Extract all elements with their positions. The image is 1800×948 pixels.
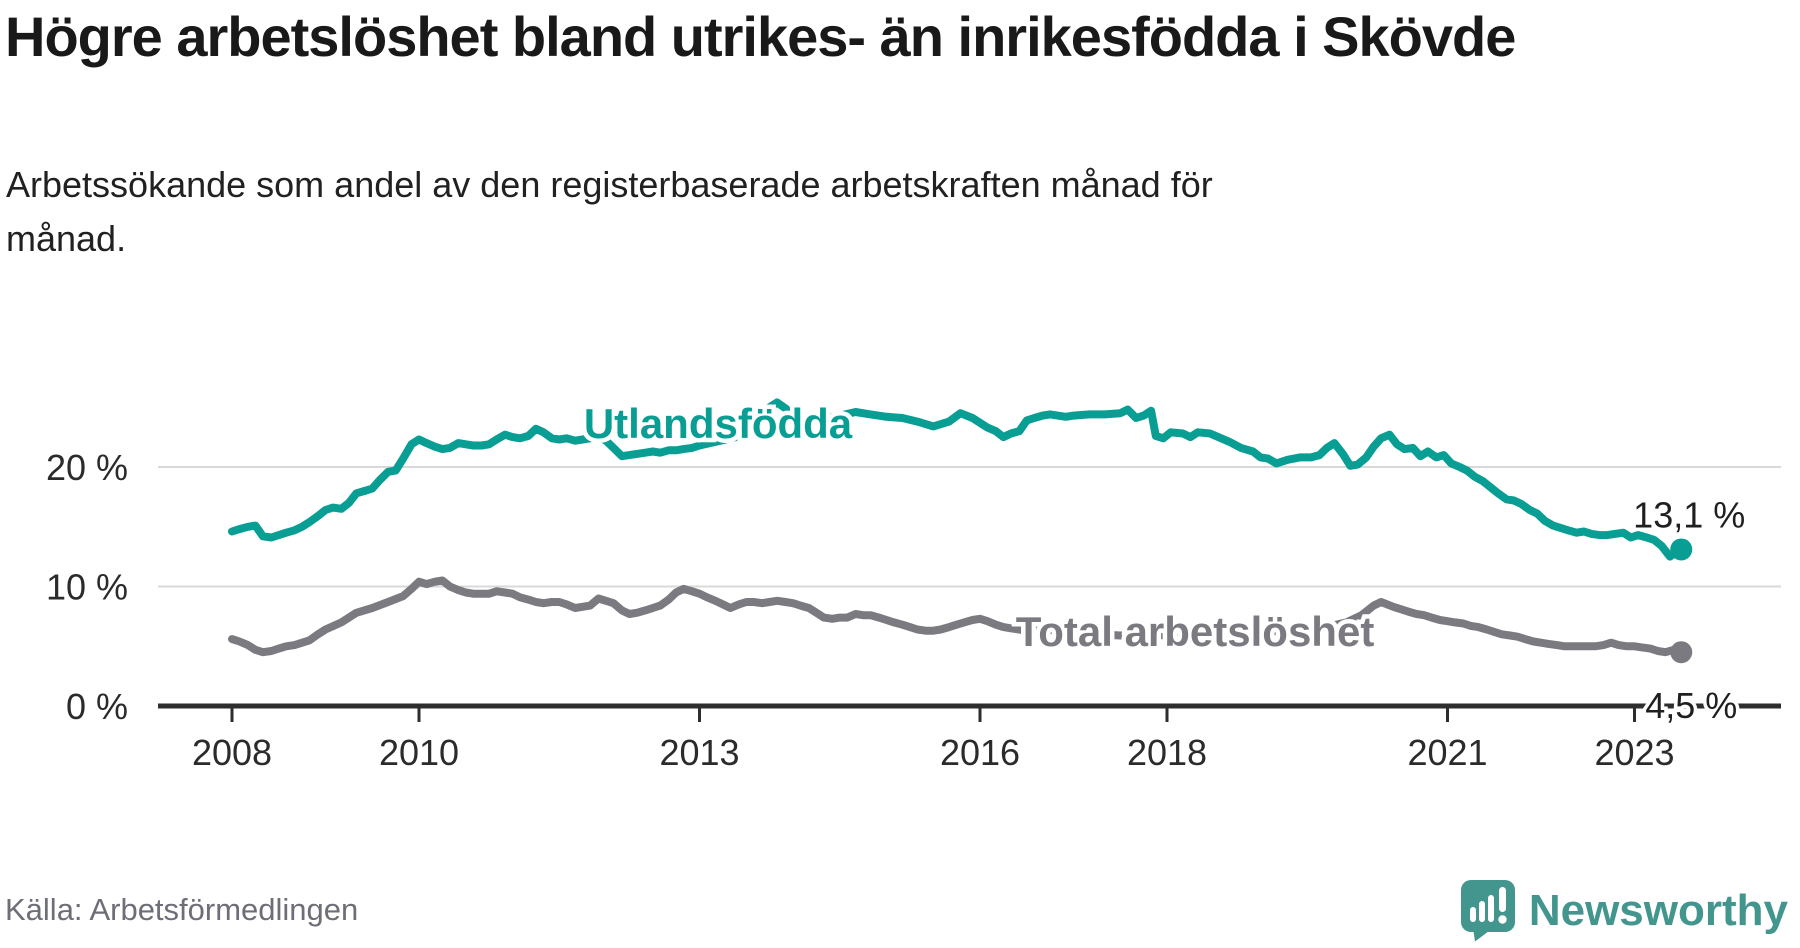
end-value-label-utlandsfodda: 13,1 % <box>1633 494 1745 535</box>
series-end-dot-utlandsfodda <box>1670 538 1693 561</box>
series-label-total: Total arbetslöshet <box>1016 608 1375 655</box>
series-label-utlandsfodda: Utlandsfödda <box>584 400 853 447</box>
x-tick-label-2016: 2016 <box>940 732 1020 773</box>
x-tick-label-2018: 2018 <box>1127 732 1207 773</box>
newsworthy-logo: Newsworthy <box>1460 880 1788 942</box>
y-tick-label-10: 10 % <box>46 567 128 608</box>
series-line-total <box>228 576 1686 657</box>
logo-exclamation-bar <box>1498 887 1506 912</box>
source-note: Källa: Arbetsförmedlingen <box>5 892 359 927</box>
chart-title: Högre arbetslöshet bland utrikes- än inr… <box>5 5 1516 68</box>
y-tick-label-0: 0 % <box>66 686 128 727</box>
end-value-label-total: 4,5 % <box>1645 685 1737 726</box>
newsworthy-logo-icon <box>1460 880 1515 942</box>
newsworthy-logo-text: Newsworthy <box>1528 886 1788 935</box>
series-end-dot-total <box>1670 641 1693 664</box>
x-tick-label-2008: 2008 <box>192 732 272 773</box>
series-line-utlandsfodda <box>228 398 1686 561</box>
chart-subtitle: Arbetssökande som andel av den registerb… <box>6 164 1213 259</box>
logo-bar-large <box>1487 895 1494 922</box>
x-tick-label-2021: 2021 <box>1407 732 1487 773</box>
y-tick-label-20: 20 % <box>46 447 128 488</box>
x-tick-label-2023: 2023 <box>1594 732 1674 773</box>
x-tick-label-2013: 2013 <box>659 732 739 773</box>
x-tick-label-2010: 2010 <box>379 732 459 773</box>
logo-exclamation-dot <box>1498 915 1507 924</box>
logo-bar-medium <box>1478 901 1485 922</box>
logo-bar-small <box>1469 907 1476 922</box>
